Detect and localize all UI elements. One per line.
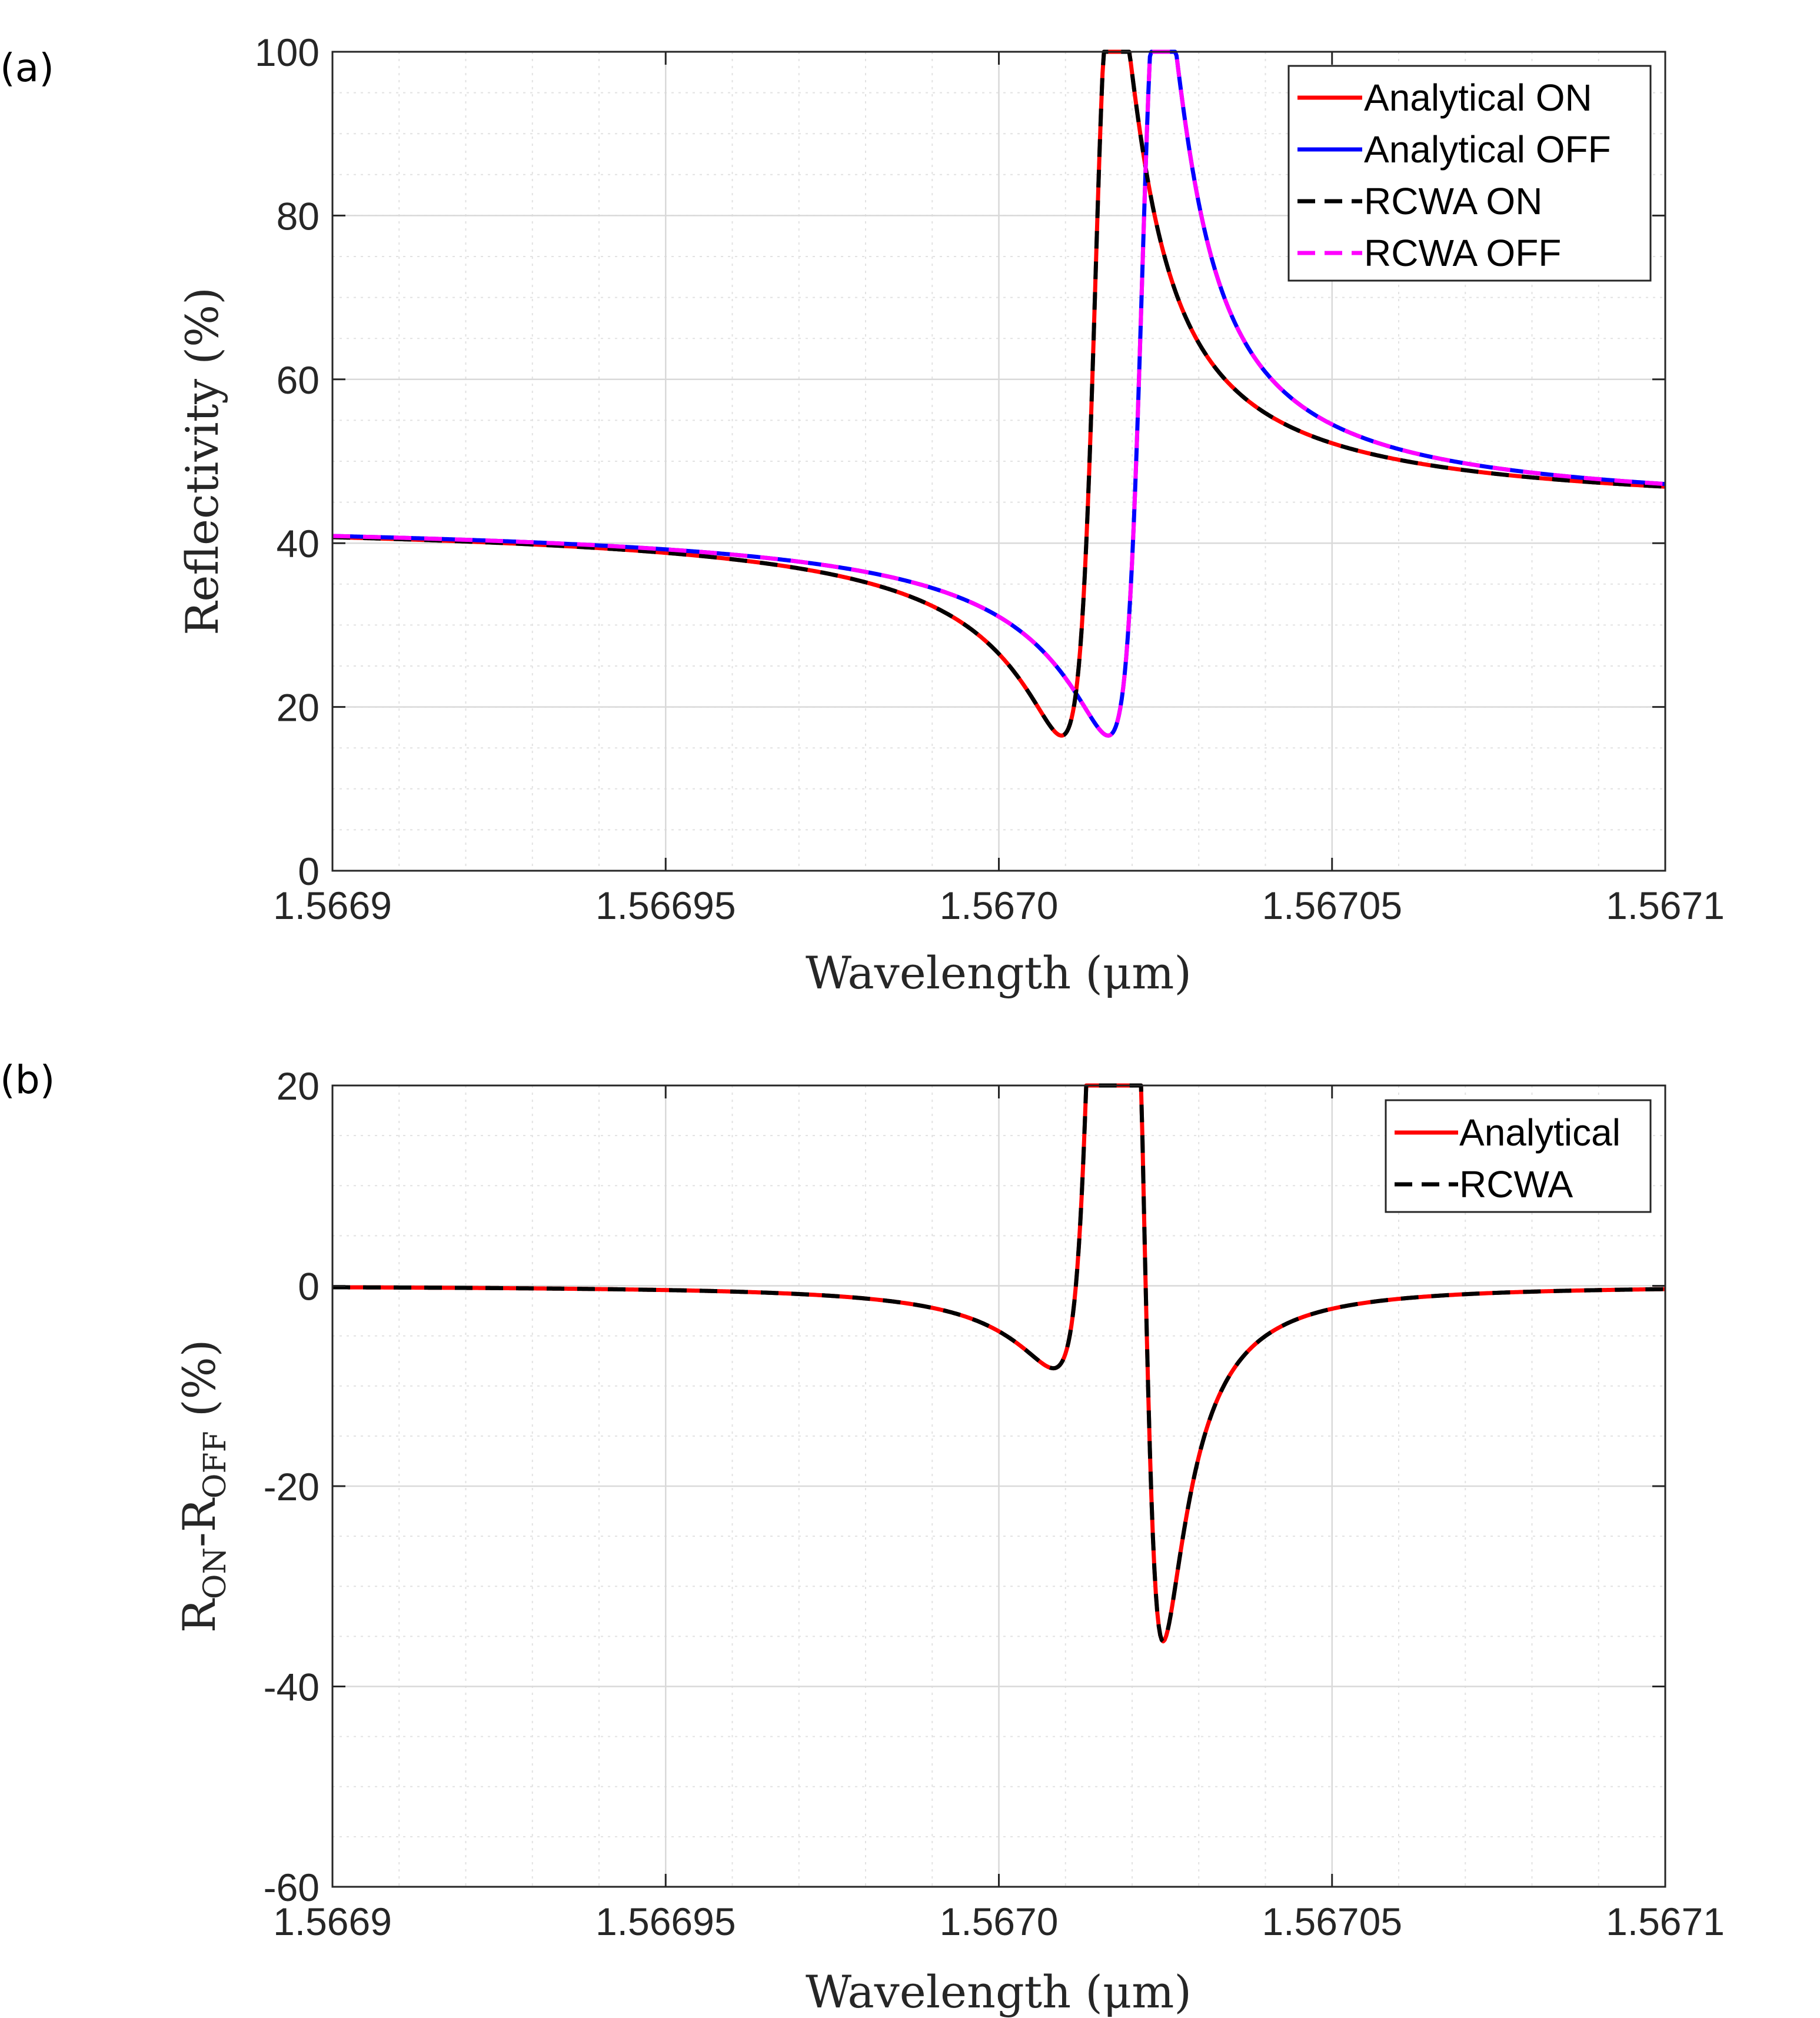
plot-b: 1.5669 1.56695 1.5670 1.56705 1.5671 -60 -40 -2…	[173, 1064, 1725, 2018]
plot-a-curves	[332, 49, 1666, 738]
series-line-a-rcwa-off	[332, 49, 1666, 738]
y-tick-label: 40	[277, 522, 320, 565]
plot-b-curves	[332, 1083, 1666, 1644]
y-tick-label: 100	[255, 31, 320, 74]
x-tick-label: 1.56695	[595, 884, 736, 927]
plot-b-xlabel: Wavelength (μm)	[806, 1966, 1192, 2018]
panel-a-label: (a)	[0, 45, 54, 91]
plot-b-ticks: 1.5669 1.56695 1.5670 1.56705 1.5671 -60 -40 -2…	[264, 1064, 1725, 1943]
x-tick-label: 1.5669	[273, 1900, 392, 1943]
plot-b-ylabel-r1: R	[173, 1597, 225, 1633]
plot-a-legend: Analytical ON Analytical OFF RCWA ON RCW…	[1287, 65, 1652, 282]
y-tick-label: 60	[277, 358, 320, 402]
y-tick-label: 0	[298, 850, 320, 893]
y-tick-label: -40	[264, 1666, 320, 1709]
plot-b-ylabel-r2: -R	[173, 1497, 225, 1547]
x-tick-label: 1.5670	[940, 1900, 1059, 1943]
plot-a-legend-box	[1287, 65, 1652, 282]
plot-b-legend-box	[1385, 1099, 1652, 1213]
plot-a-ticks: 1.5669 1.56695 1.5670 1.56705 1.5671 0 20 40 60 8…	[255, 31, 1725, 927]
plot-a-ylabel: Reflectivity (%)	[176, 287, 228, 635]
legend-label-analytical-on: Analytical ON	[1364, 76, 1592, 119]
plot-b-ylabel-sub-off: OFF	[198, 1431, 233, 1498]
x-tick-label: 1.5671	[1606, 1900, 1725, 1943]
legend-label-analytical-off: Analytical OFF	[1364, 128, 1611, 171]
x-tick-label: 1.5671	[1606, 884, 1725, 927]
y-tick-label: 0	[298, 1265, 320, 1308]
x-tick-label: 1.5670	[940, 884, 1059, 927]
y-tick-label: 20	[277, 686, 320, 730]
series-line-a-rcwa-on	[332, 49, 1666, 738]
legend-label-rcwa-on: RCWA ON	[1364, 180, 1542, 222]
legend-label-analytical: Analytical	[1459, 1111, 1621, 1154]
x-tick-label: 1.56695	[595, 1900, 736, 1943]
series-line-b-rcwa	[332, 1083, 1666, 1644]
panel-b-label: (b)	[0, 1057, 55, 1103]
plot-b-ylabel: RON-ROFF (%)	[173, 1340, 233, 1633]
plot-b-ylabel-sub-on: ON	[198, 1547, 233, 1599]
y-tick-label: 20	[277, 1064, 320, 1108]
y-tick-label: 80	[277, 194, 320, 238]
y-tick-label: -20	[264, 1465, 320, 1508]
legend-label-rcwa: RCWA	[1459, 1163, 1573, 1206]
plot-a-xlabel: Wavelength (μm)	[806, 947, 1192, 999]
plot-a: 1.5669 1.56695 1.5670 1.56705 1.5671 0 20 40 60 8…	[176, 31, 1725, 999]
legend-label-rcwa-off: RCWA OFF	[1364, 232, 1561, 274]
x-tick-label: 1.56705	[1262, 1900, 1402, 1943]
plot-b-ylabel-unit: (%)	[173, 1340, 225, 1431]
x-tick-label: 1.5669	[273, 884, 392, 927]
plot-b-legend: Analytical RCWA	[1385, 1099, 1652, 1213]
y-tick-label: -60	[264, 1866, 320, 1909]
x-tick-label: 1.56705	[1262, 884, 1402, 927]
